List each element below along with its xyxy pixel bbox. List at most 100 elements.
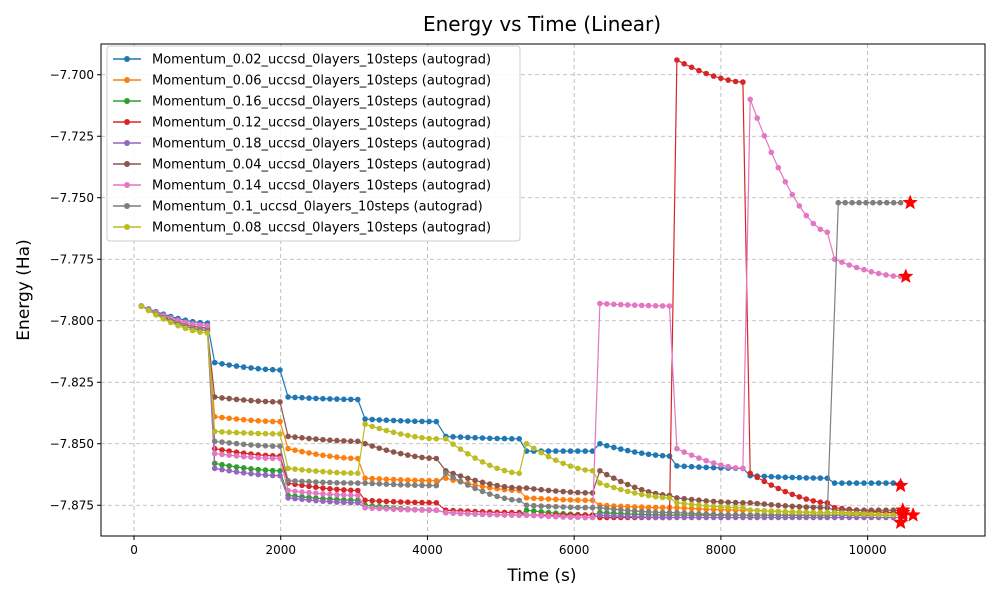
data-point — [718, 75, 724, 82]
data-point — [397, 506, 404, 513]
data-point — [509, 512, 515, 518]
data-point — [582, 514, 588, 521]
data-point — [457, 478, 464, 485]
data-point — [355, 480, 361, 486]
data-point — [523, 507, 530, 513]
data-point — [775, 164, 782, 171]
data-point — [861, 507, 867, 513]
data-point — [538, 513, 544, 519]
data-point — [277, 443, 283, 450]
data-point — [327, 437, 333, 444]
data-point — [494, 435, 500, 442]
series-line — [141, 99, 901, 519]
data-point — [450, 441, 456, 448]
legend-entry: Momentum_0.14_uccsd_0layers_10steps (aut… — [113, 179, 491, 194]
data-point — [531, 508, 537, 514]
data-point — [659, 509, 666, 516]
data-point — [450, 474, 456, 481]
data-point — [604, 505, 610, 512]
data-point — [269, 399, 276, 405]
data-point — [211, 465, 218, 472]
data-point — [292, 466, 298, 472]
data-point — [390, 429, 397, 436]
data-point — [732, 512, 739, 518]
data-point — [516, 485, 522, 491]
data-point — [611, 475, 617, 482]
data-point — [875, 511, 882, 518]
data-point — [153, 312, 159, 318]
data-point — [306, 395, 312, 401]
data-point — [877, 199, 883, 206]
data-point — [376, 505, 383, 512]
data-point — [545, 453, 552, 460]
data-point — [313, 395, 319, 402]
data-point — [582, 504, 588, 511]
data-point — [341, 438, 347, 444]
series-6 — [138, 96, 904, 521]
data-point — [494, 482, 500, 489]
x-axis-ticks: 0 2000 4000 6000 8000 10000 — [130, 536, 887, 557]
data-point — [681, 463, 687, 470]
chart-title: Energy vs Time (Linear) — [423, 12, 661, 36]
data-point — [674, 500, 680, 506]
data-point — [362, 504, 368, 511]
data-point — [754, 474, 760, 481]
data-point — [523, 502, 530, 509]
data-point — [839, 514, 845, 521]
data-point — [189, 321, 196, 327]
data-point — [248, 442, 254, 448]
data-point — [494, 493, 500, 500]
data-point — [219, 414, 225, 421]
data-point — [376, 425, 383, 432]
data-point — [450, 434, 456, 440]
data-point — [638, 491, 645, 498]
data-point — [589, 504, 596, 511]
data-point — [611, 513, 617, 519]
data-point — [362, 416, 368, 422]
legend-entry: Momentum_0.08_uccsd_0layers_10steps (aut… — [113, 221, 491, 236]
y-tick-label: −7.700 — [50, 68, 94, 82]
x-tick-label: 2000 — [265, 543, 296, 557]
data-point — [696, 511, 702, 517]
data-point — [761, 512, 768, 518]
data-point — [618, 446, 624, 452]
data-point — [369, 497, 376, 504]
data-point — [839, 480, 845, 486]
data-point — [725, 512, 731, 518]
data-point — [412, 453, 418, 460]
data-point — [761, 133, 768, 139]
data-point — [824, 229, 831, 235]
data-point — [589, 468, 596, 474]
y-tick-label: −7.775 — [50, 252, 94, 266]
data-point — [531, 486, 537, 492]
data-point — [846, 510, 853, 517]
data-point — [768, 512, 775, 518]
data-point — [652, 493, 659, 500]
data-point — [696, 455, 702, 461]
data-point — [674, 514, 680, 521]
data-point — [334, 491, 340, 498]
data-point — [226, 362, 232, 368]
data-point — [465, 475, 471, 482]
data-point — [659, 452, 666, 459]
data-point — [567, 489, 574, 495]
data-point — [405, 506, 411, 513]
data-point — [509, 469, 515, 476]
legend-label: Momentum_0.1_uccsd_0layers_10steps (auto… — [152, 200, 483, 215]
data-point — [277, 472, 283, 479]
data-point — [624, 481, 631, 488]
data-point — [450, 510, 456, 516]
data-point — [863, 199, 869, 206]
series-8 — [138, 303, 904, 518]
data-point — [299, 394, 305, 401]
data-point — [219, 447, 225, 453]
data-point — [255, 466, 261, 473]
legend-label: Momentum_0.14_uccsd_0layers_10steps (aut… — [152, 179, 491, 194]
data-point — [145, 307, 152, 314]
data-point — [299, 496, 305, 503]
data-point — [740, 465, 746, 472]
legend-label: Momentum_0.12_uccsd_0layers_10steps (aut… — [152, 116, 491, 131]
data-point — [782, 488, 789, 495]
data-point — [645, 514, 652, 520]
data-point — [747, 96, 753, 103]
